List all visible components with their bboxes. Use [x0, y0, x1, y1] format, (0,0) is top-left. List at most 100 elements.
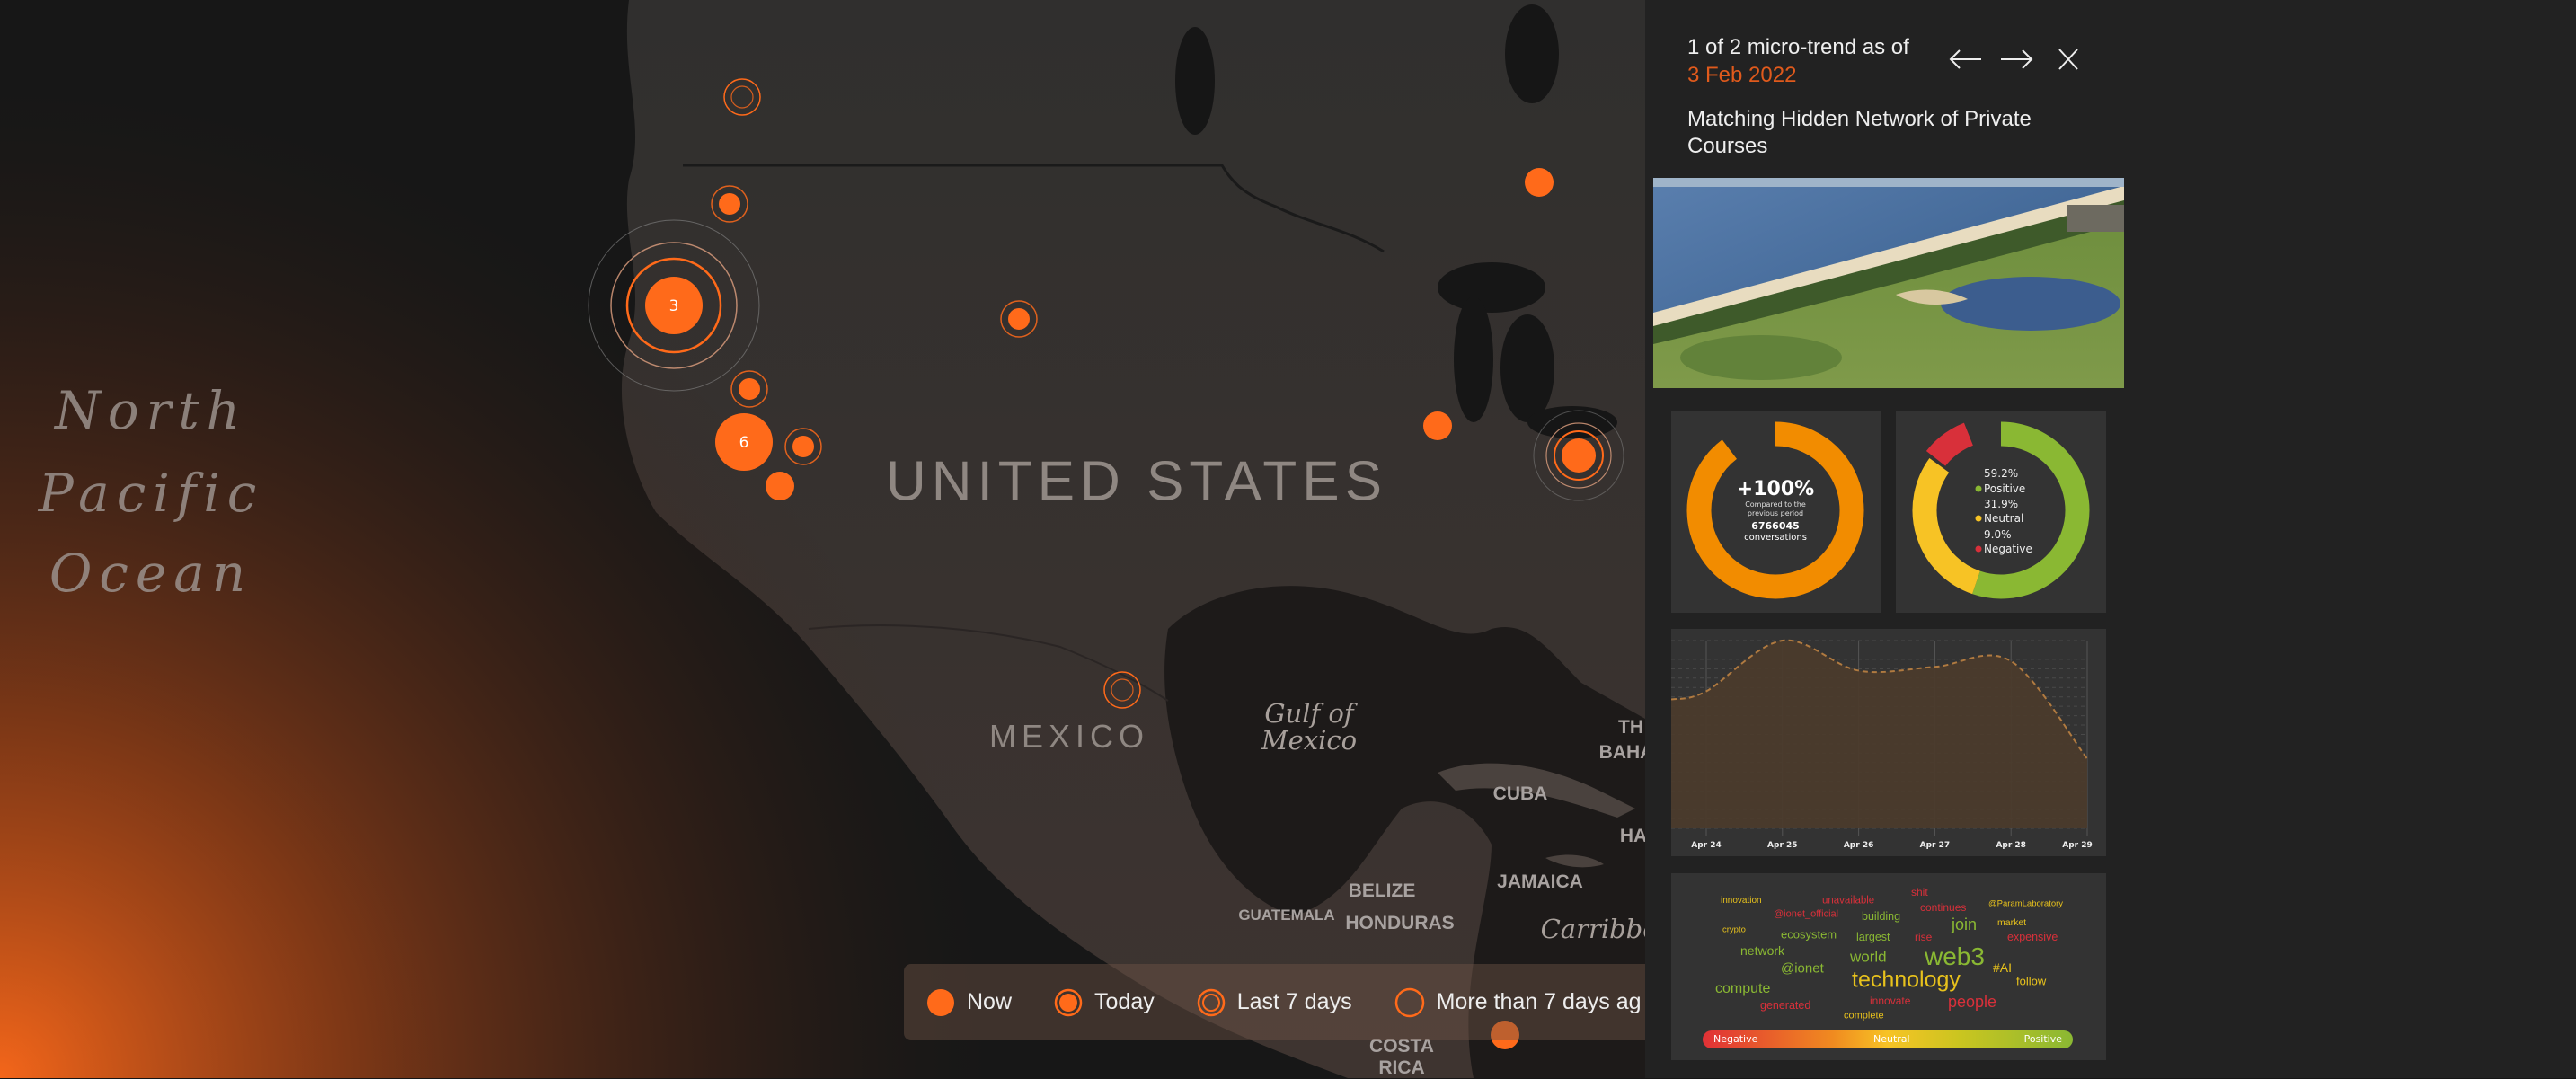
word-cloud-word[interactable]: people: [1948, 993, 1997, 1011]
neutral-label: Neutral: [1984, 512, 2023, 525]
country-label-jamaica: JAMAICA: [1497, 871, 1583, 892]
now-dot-icon: [927, 988, 954, 1016]
word-cloud-word[interactable]: rise: [1915, 931, 1933, 943]
sentiment-arc-positive: [1972, 421, 2090, 599]
negative-pct: 9.0%: [1984, 528, 2012, 541]
marker-count: 6: [739, 434, 749, 452]
x-tick-label: Apr 24: [1691, 841, 1722, 850]
compared-line-2: previous period: [1748, 509, 1803, 517]
map-marker-last7[interactable]: [1103, 671, 1141, 709]
ocean-label-pacific: Pacific: [38, 463, 264, 524]
negative-dot: [1975, 545, 1982, 553]
country-label-costa-rica-1: COSTA: [1369, 1036, 1434, 1057]
map-legend: Now Today Last 7 days More than 7 days a…: [904, 964, 1713, 1040]
map-marker-now[interactable]: [1525, 168, 1554, 197]
volume-change: +100%: [1737, 478, 1814, 500]
word-cloud-word[interactable]: innovation: [1721, 896, 1762, 906]
x-tick-label: Apr 29: [2062, 841, 2093, 850]
gulf-line-2: Mexico: [1261, 725, 1358, 756]
word-cloud-word[interactable]: complete: [1844, 1010, 1884, 1022]
arrow-left-icon: [1949, 49, 1981, 69]
trend-date: 3 Feb 2022: [1687, 63, 1797, 87]
country-label-haiti: HA: [1619, 826, 1648, 846]
next-trend-button[interactable]: [1999, 43, 2035, 75]
sentiment-card: 59.2% Positive 31.9% Neutral 9.0% Negati…: [1896, 411, 2106, 613]
today-dot-icon: [1054, 988, 1083, 1016]
word-cloud-word[interactable]: join: [1952, 915, 1978, 933]
x-tick-label: Apr 27: [1920, 841, 1951, 850]
word-cloud-word[interactable]: expensive: [2007, 930, 2058, 943]
map-marker-last7[interactable]: [723, 78, 761, 116]
country-label-honduras: HONDURAS: [1345, 913, 1455, 933]
word-cloud-word[interactable]: market: [1997, 916, 2027, 928]
map-marker-now-large[interactable]: 6: [715, 413, 773, 471]
map-marker-today[interactable]: [711, 185, 748, 223]
older-ring-icon: [1394, 987, 1424, 1017]
volume-card: +100% Compared to the previous period 67…: [1671, 411, 1881, 613]
negative-label: Negative: [1984, 543, 2032, 555]
map-marker-now[interactable]: [1491, 1021, 1519, 1049]
trend-counter-text: 1 of 2 micro-trend as of: [1687, 35, 1909, 59]
word-cloud-word[interactable]: generated: [1760, 998, 1811, 1012]
gulf-line-1: Gulf of: [1264, 698, 1354, 729]
ocean-label-ocean: Ocean: [49, 543, 253, 604]
positive-pct: 59.2%: [1984, 467, 2018, 480]
word-cloud-word[interactable]: world: [1850, 948, 1887, 966]
map-marker-now[interactable]: [1423, 411, 1452, 440]
word-cloud-word[interactable]: #AI: [1993, 960, 2013, 975]
neutral-dot: [1975, 515, 1982, 522]
map-marker-today[interactable]: [784, 428, 822, 465]
sentiment-arc-negative: [1925, 422, 1974, 467]
trend-image: [1653, 178, 2124, 388]
word-cloud-word[interactable]: follow: [2016, 974, 2047, 988]
country-label-belize: BELIZE: [1348, 880, 1416, 901]
word-cloud-word[interactable]: network: [1740, 943, 1785, 958]
word-cloud-word[interactable]: compute: [1715, 981, 1771, 996]
trend-counter: 1 of 2 micro-trend as of 3 Feb 2022: [1687, 33, 1909, 89]
scale-neutral-label: Neutral: [1873, 1033, 1910, 1045]
legend-item-last-7-days[interactable]: Last 7 days: [1196, 987, 1352, 1018]
map-marker-now[interactable]: [766, 472, 794, 500]
legend-label: More than 7 days ag: [1436, 989, 1642, 1014]
sentiment-arc-neutral: [1912, 457, 1981, 595]
close-panel-button[interactable]: [2055, 43, 2082, 75]
volume-donut: +100% Compared to the previous period 67…: [1686, 421, 1864, 599]
map-marker-today[interactable]: [1000, 300, 1038, 338]
volume-arc: [1686, 421, 1864, 599]
map-marker-cluster-small[interactable]: [1533, 410, 1624, 501]
x-tick-label: Apr 26: [1844, 841, 1874, 850]
legend-item-today[interactable]: Today: [1053, 987, 1155, 1018]
country-label-bahamas-1: TH: [1618, 717, 1643, 738]
word-cloud-word[interactable]: largest: [1856, 930, 1890, 943]
legend-item-now[interactable]: Now: [925, 987, 1012, 1018]
word-cloud-word[interactable]: web3: [1925, 942, 1985, 970]
word-cloud-card: Negative Neutral Positive innovation unav…: [1671, 873, 2106, 1060]
word-cloud-word[interactable]: ecosystem: [1781, 927, 1837, 942]
country-label-mexico: MEXICO: [988, 718, 1150, 755]
trend-area-chart: Apr 24 Apr 25 Apr 26 Apr 27 Apr 28 Apr 29: [1670, 639, 2093, 850]
word-cloud-word[interactable]: crypto: [1722, 924, 1746, 935]
conversation-label: conversations: [1744, 533, 1807, 543]
word-cloud-word[interactable]: continues: [1920, 901, 1967, 914]
last-7-days-ring-icon: [1197, 988, 1225, 1016]
positive-dot: [1975, 485, 1982, 492]
word-cloud-word[interactable]: @ParamLaboratory: [1988, 898, 2064, 909]
word-cloud-word[interactable]: @ionet: [1781, 960, 1824, 977]
trend-chart-card: Apr 24 Apr 25 Apr 26 Apr 27 Apr 28 Apr 29: [1670, 629, 2106, 856]
legend-label: Now: [967, 989, 1013, 1014]
map-marker-today[interactable]: [730, 370, 768, 408]
legend-item-older[interactable]: More than 7 days ag: [1394, 986, 1642, 1019]
arrow-right-icon: [2001, 49, 2033, 69]
word-cloud-word[interactable]: shit: [1911, 886, 1928, 898]
word-cloud-word[interactable]: innovate: [1870, 995, 1911, 1007]
word-cloud-word[interactable]: building: [1862, 909, 1901, 923]
word-cloud-word[interactable]: @ionet_official: [1774, 908, 1839, 920]
scale-positive-label: Positive: [2023, 1033, 2062, 1045]
country-label-united-states: UNITED STATES: [886, 450, 1387, 513]
country-label-guatemala: GUATEMALA: [1238, 907, 1335, 924]
compared-line-1: Compared to the: [1745, 500, 1806, 509]
map-marker-cluster[interactable]: 3: [588, 219, 760, 392]
word-cloud-word[interactable]: unavailable: [1822, 895, 1875, 907]
previous-trend-button[interactable]: [1947, 43, 1983, 75]
word-cloud-word[interactable]: technology: [1852, 967, 1961, 993]
